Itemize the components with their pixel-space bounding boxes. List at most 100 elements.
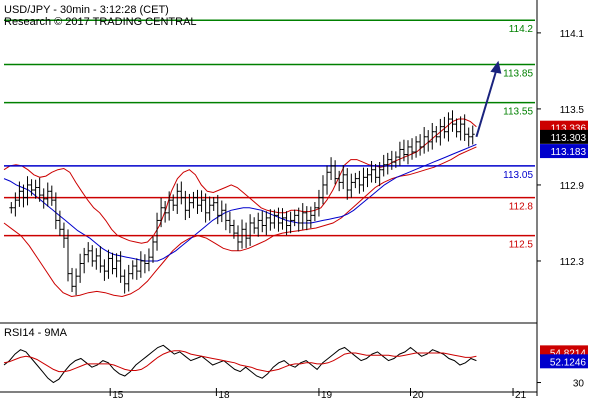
price-bar bbox=[106, 249, 111, 279]
price-bar bbox=[325, 165, 330, 195]
level-label-3: 113.05 bbox=[503, 170, 533, 181]
moving-average-line bbox=[3, 143, 477, 262]
price-bar bbox=[397, 141, 402, 166]
price-bar bbox=[29, 179, 34, 196]
price-bar bbox=[405, 140, 410, 165]
x-tick-label: 15 bbox=[112, 390, 124, 400]
price-bar bbox=[82, 247, 87, 274]
rsi-panel bbox=[3, 344, 477, 384]
price-bar bbox=[264, 211, 269, 236]
upper-band-line bbox=[3, 118, 477, 244]
price-bar bbox=[98, 246, 103, 273]
price-bar bbox=[401, 139, 406, 162]
price-bar bbox=[215, 194, 220, 225]
price-bar bbox=[150, 236, 155, 263]
price-bar bbox=[410, 138, 415, 160]
price-bar bbox=[227, 211, 232, 234]
price-bar bbox=[134, 258, 139, 280]
price-bar bbox=[187, 193, 192, 219]
price-bar bbox=[207, 196, 212, 221]
x-tick-label: 19 bbox=[321, 390, 333, 400]
price-bar bbox=[70, 267, 75, 293]
price-bar bbox=[223, 203, 228, 231]
price-bar bbox=[163, 201, 168, 223]
price-bar bbox=[240, 219, 245, 249]
price-bar bbox=[159, 197, 164, 228]
price-bar bbox=[296, 207, 301, 232]
y-tick-label: 112.3 bbox=[560, 257, 585, 268]
price-bar bbox=[248, 214, 253, 246]
price-bar bbox=[373, 164, 378, 184]
price-bar bbox=[114, 253, 119, 278]
price-bar bbox=[219, 200, 224, 223]
price-bar bbox=[195, 189, 200, 214]
price-bar bbox=[155, 212, 160, 251]
moving-average bbox=[3, 143, 477, 262]
price-bar bbox=[183, 190, 188, 221]
price-bar bbox=[462, 114, 467, 141]
price-bar bbox=[329, 157, 334, 181]
price-badge-1-box bbox=[540, 129, 588, 144]
price-bar bbox=[320, 175, 325, 205]
price-bar bbox=[130, 260, 135, 280]
price-bar bbox=[365, 168, 370, 188]
price-bar bbox=[353, 172, 358, 189]
x-tick-label: 20 bbox=[412, 390, 424, 400]
price-bar bbox=[434, 126, 439, 143]
price-bar bbox=[45, 182, 50, 207]
price-bar bbox=[57, 210, 62, 237]
price-bar bbox=[138, 251, 143, 278]
price-bar bbox=[454, 118, 459, 138]
price-bar bbox=[426, 130, 431, 152]
price-bar bbox=[33, 179, 38, 199]
price-bar bbox=[345, 168, 350, 200]
price-bar bbox=[333, 160, 338, 185]
level-label-0: 114.2 bbox=[509, 24, 534, 35]
projection-arrow-head bbox=[490, 60, 502, 74]
price-bar bbox=[61, 222, 66, 248]
price-bar bbox=[470, 125, 475, 145]
x-tick-label: 21 bbox=[515, 390, 527, 400]
rsi-series-0 bbox=[3, 344, 477, 384]
rsi-badge-1-box bbox=[540, 354, 588, 369]
rsi-title: RSI14 - 9MA bbox=[4, 327, 68, 339]
price-bar bbox=[288, 211, 293, 234]
price-bar bbox=[389, 150, 394, 170]
price-bar bbox=[422, 127, 427, 154]
price-bar bbox=[280, 208, 285, 230]
price-bar bbox=[41, 188, 46, 209]
price-bar bbox=[211, 196, 216, 211]
chart-header-title: USD/JPY - 30min - 3:12:28 (CET) bbox=[4, 4, 169, 16]
price-bar bbox=[349, 173, 354, 198]
price-bar bbox=[9, 202, 14, 214]
price-bar bbox=[191, 191, 196, 209]
price-bar bbox=[203, 193, 208, 223]
price-badge-0-label: 113.336 bbox=[551, 124, 587, 135]
level-label-2: 113.55 bbox=[503, 107, 533, 118]
price-bar bbox=[53, 192, 58, 230]
level-label-4: 112.8 bbox=[509, 202, 534, 213]
price-bar bbox=[21, 184, 26, 208]
price-bar bbox=[25, 176, 30, 206]
y-tick-label: 114.1 bbox=[560, 29, 585, 40]
price-bar bbox=[244, 222, 249, 248]
price-bar bbox=[142, 254, 147, 274]
y-tick-label: 112.9 bbox=[560, 181, 585, 192]
level-lines: 114.2 113.85 113.55 113.05 112.8 112.5 bbox=[4, 19, 535, 251]
price-bar bbox=[304, 206, 309, 231]
price-badge-2-box bbox=[540, 144, 588, 159]
price-bar bbox=[381, 154, 386, 177]
price-bar bbox=[385, 152, 390, 175]
price-bar bbox=[272, 209, 277, 229]
price-bar bbox=[175, 183, 180, 214]
price-bar bbox=[446, 112, 451, 142]
price-bar bbox=[268, 209, 273, 231]
price-bar bbox=[337, 170, 342, 192]
price-bar bbox=[94, 248, 99, 270]
price-bar bbox=[37, 177, 42, 202]
price-bar bbox=[418, 134, 423, 156]
price-bar bbox=[442, 116, 447, 139]
price-bar bbox=[393, 151, 398, 168]
